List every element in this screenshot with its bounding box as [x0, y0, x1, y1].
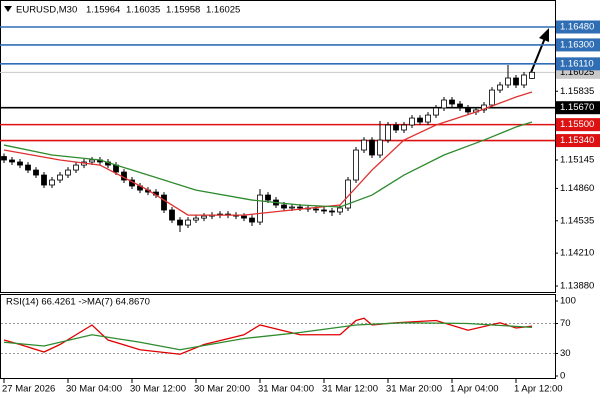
candle-body [281, 204, 287, 209]
header-value: 1.16035 [126, 5, 160, 16]
x-tick-label: 1 Apr 12:00 [514, 384, 563, 395]
candle-body [193, 217, 199, 221]
level-box [556, 101, 600, 115]
x-tick-label: 30 Mar 04:00 [66, 384, 122, 395]
header-value: 1.15958 [166, 5, 200, 16]
level-label: 1.15340 [560, 135, 594, 146]
candle-body [449, 99, 455, 105]
candle-body [457, 103, 463, 109]
candle-body [489, 89, 495, 106]
candle-body [441, 99, 447, 109]
candle-body [177, 219, 183, 226]
line-series [3, 322, 533, 351]
candle-body [25, 164, 31, 171]
candle-body [41, 174, 47, 186]
candle-body [89, 159, 95, 163]
candle-body [73, 164, 79, 171]
candle-body [433, 107, 439, 116]
candle-body [265, 194, 271, 201]
candle-body [369, 139, 375, 156]
candle-body [33, 169, 39, 176]
candle-body [9, 159, 15, 163]
candle-body [353, 149, 359, 181]
candle-body [161, 194, 167, 211]
y-tick-label: 1.14860 [560, 183, 594, 194]
candle-body [289, 206, 295, 209]
x-tick-label: 1 Apr 04:00 [450, 384, 499, 395]
current-price-label: 1.16025 [560, 67, 594, 78]
candle-body [377, 139, 383, 156]
y-tick-label: 1.15145 [560, 155, 594, 166]
y-tick-label: 1.14210 [560, 248, 594, 259]
line-series [3, 91, 533, 216]
candle-body [17, 161, 23, 166]
level-box [556, 118, 600, 132]
candle-body [321, 209, 327, 212]
candle-body [417, 117, 423, 123]
level-label: 1.16300 [560, 39, 594, 50]
candle-body [257, 194, 263, 223]
candle-body [385, 124, 391, 141]
candle-body [393, 124, 399, 131]
level-label: 1.16480 [560, 22, 594, 33]
level-box [556, 134, 600, 148]
level-label: 1.15500 [560, 119, 594, 130]
y-tick-label: 1.14535 [560, 215, 594, 226]
candle-body [425, 114, 431, 123]
candle-body [521, 74, 527, 86]
y-tick-label: 100 [560, 296, 576, 307]
candle-body [465, 107, 471, 113]
level-box [556, 20, 600, 34]
x-tick-label: 27 Mar 2026 [2, 384, 55, 395]
price-panel-frame [0, 0, 556, 293]
x-tick-label: 31 Mar 20:00 [386, 384, 442, 395]
candle-body [505, 77, 511, 86]
candle-body [169, 209, 175, 221]
header-value: 1.16025 [206, 5, 240, 16]
candle-body [201, 215, 207, 219]
candle-body [249, 217, 255, 223]
candle-body [513, 77, 519, 86]
level-box [556, 38, 600, 52]
candle-body [409, 117, 415, 126]
line-series [3, 121, 533, 208]
candle-body [49, 179, 55, 186]
candle-body [241, 215, 247, 219]
candle-body [1, 156, 7, 161]
candle-body [329, 210, 335, 213]
candle-body [361, 139, 367, 151]
y-tick-label: 30 [560, 348, 571, 359]
chart-title: EURUSD,M30 [16, 5, 77, 16]
candle-body [337, 207, 343, 213]
arrow-head [539, 28, 549, 42]
y-tick-label: 1.13880 [560, 281, 594, 292]
header-value: 1.15964 [86, 5, 120, 16]
y-tick-label: 1.15835 [560, 86, 594, 97]
candle-body [65, 169, 71, 176]
x-tick-label: 31 Mar 04:00 [258, 384, 314, 395]
level-label: 1.15670 [560, 102, 594, 113]
candle-body [401, 124, 407, 131]
candle-body [185, 219, 191, 226]
x-tick-label: 30 Mar 20:00 [194, 384, 250, 395]
candle-body [529, 71, 535, 79]
candle-body [57, 174, 63, 181]
level-label: 1.16110 [560, 58, 594, 69]
menu-triangle [4, 6, 12, 12]
candle-body [313, 208, 319, 211]
panel-title: RSI(14) 66.4261 ->MA(7) 64.8670 [6, 297, 150, 308]
candle-body [497, 84, 503, 91]
y-tick-label: 0 [560, 371, 565, 382]
line-series [3, 317, 533, 355]
x-tick-label: 30 Mar 12:00 [130, 384, 186, 395]
y-tick-label: 70 [560, 318, 571, 329]
x-tick-label: 31 Mar 12:00 [322, 384, 378, 395]
level-box [556, 57, 600, 71]
candle-body [297, 206, 303, 209]
forecast-arrow [529, 28, 549, 76]
rsi-panel-frame [0, 294, 556, 379]
arrow-shaft [529, 37, 546, 76]
